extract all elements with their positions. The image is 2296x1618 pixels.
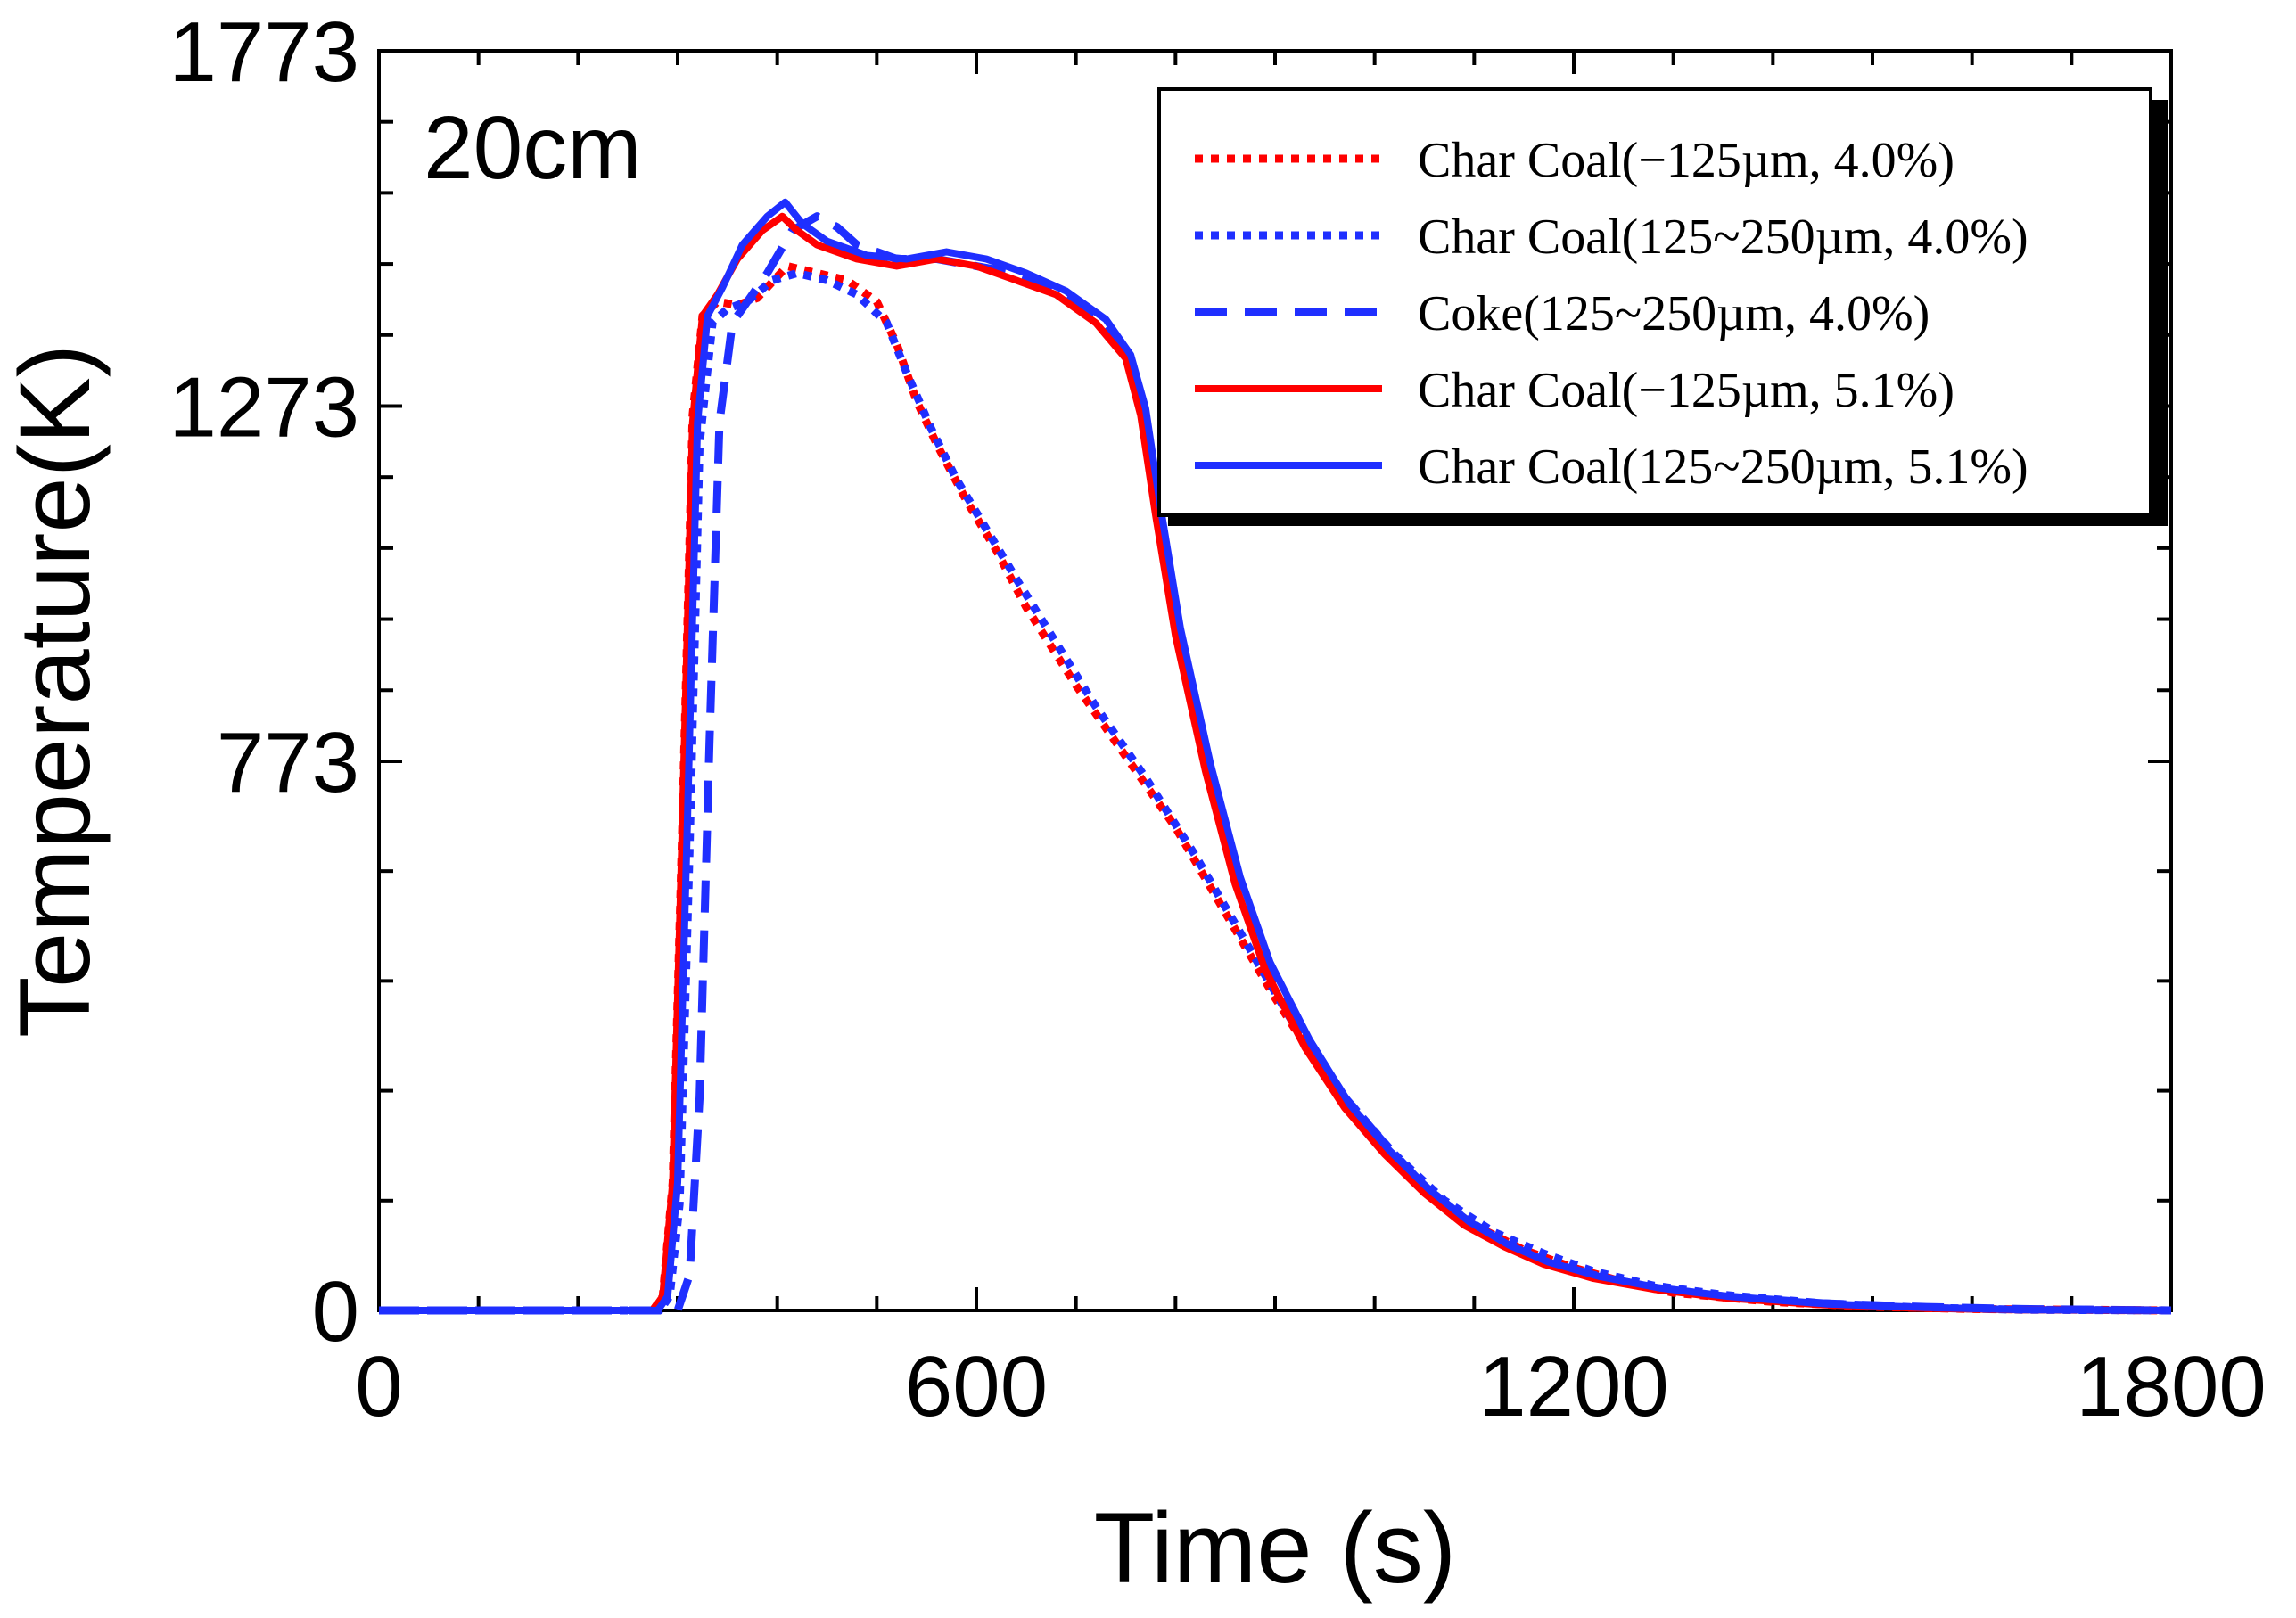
- legend-label-1: Char Coal(−125µm, 4.0%): [1418, 133, 1954, 188]
- legend-label-3: Coke(125~250µm, 4.0%): [1418, 286, 1930, 341]
- y-axis-title: Temperature(K): [0, 344, 111, 1038]
- y-tick-label: 0: [312, 1264, 359, 1359]
- y-tick-label: 1773: [169, 4, 359, 100]
- x-tick-label: 0: [355, 1339, 402, 1434]
- series-line-5: [379, 198, 2172, 1314]
- legend-label-4: Char Coal(−125µm, 5.1%): [1418, 363, 1954, 418]
- x-tick-label: 600: [905, 1339, 1048, 1434]
- legend-label-2: Char Coal(125~250µm, 4.0%): [1418, 209, 2029, 265]
- series-layer: [379, 198, 2172, 1315]
- x-tick-label: 1200: [1478, 1339, 1669, 1434]
- y-tick-label: 773: [217, 715, 359, 810]
- x-axis-title: Time (s): [1094, 1492, 1456, 1604]
- y-tick-label: 1273: [169, 359, 359, 455]
- legend-label-5: Char Coal(125~250µm, 5.1%): [1418, 439, 2029, 495]
- legend: Char Coal(−125µm, 4.0%) Char Coal(125~250…: [1157, 87, 2168, 526]
- x-tick-label: 1800: [2076, 1339, 2267, 1434]
- panel-label: 20cm: [424, 98, 642, 198]
- series-line-2: [379, 268, 2172, 1315]
- ticks-layer: 0 600 1200 1800 0 773 1273 1773: [169, 4, 2266, 1434]
- legend-items: Char Coal(−125µm, 4.0%) Char Coal(125~250…: [1195, 133, 2029, 495]
